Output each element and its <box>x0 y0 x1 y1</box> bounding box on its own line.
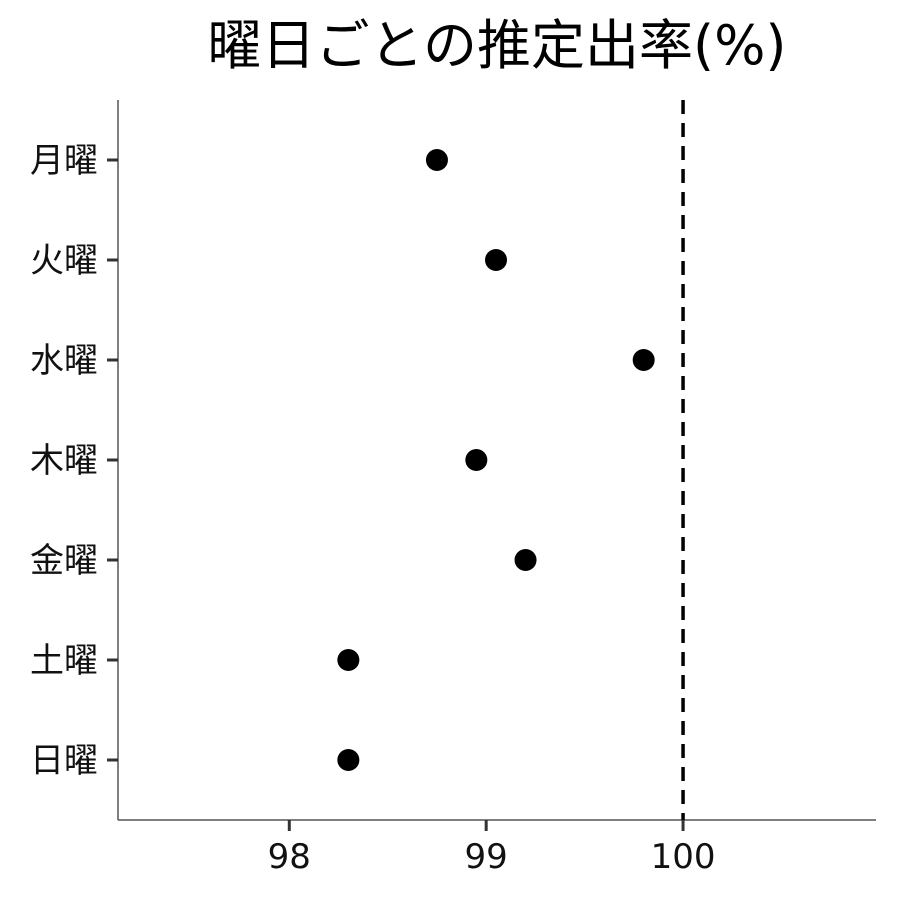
data-point <box>514 549 537 571</box>
data-point <box>425 149 448 171</box>
data-point <box>337 749 360 771</box>
y-tick-label: 月曜 <box>30 141 98 181</box>
data-point <box>485 249 508 271</box>
x-tick-label: 100 <box>651 837 716 877</box>
data-point <box>632 349 655 371</box>
y-tick-label: 火曜 <box>30 241 98 281</box>
data-point <box>465 449 488 471</box>
y-tick-label: 水曜 <box>30 341 98 381</box>
x-tick-label: 98 <box>268 837 311 877</box>
chart-title: 曜日ごとの推定出率(%) <box>208 14 787 77</box>
y-tick-label: 木曜 <box>30 441 98 481</box>
y-tick-label: 土曜 <box>30 641 98 681</box>
points-layer <box>337 149 655 771</box>
y-tick-label: 金曜 <box>30 541 98 581</box>
x-tick-label: 99 <box>465 837 508 877</box>
y-tick-label: 日曜 <box>30 741 98 781</box>
data-point <box>337 649 360 671</box>
